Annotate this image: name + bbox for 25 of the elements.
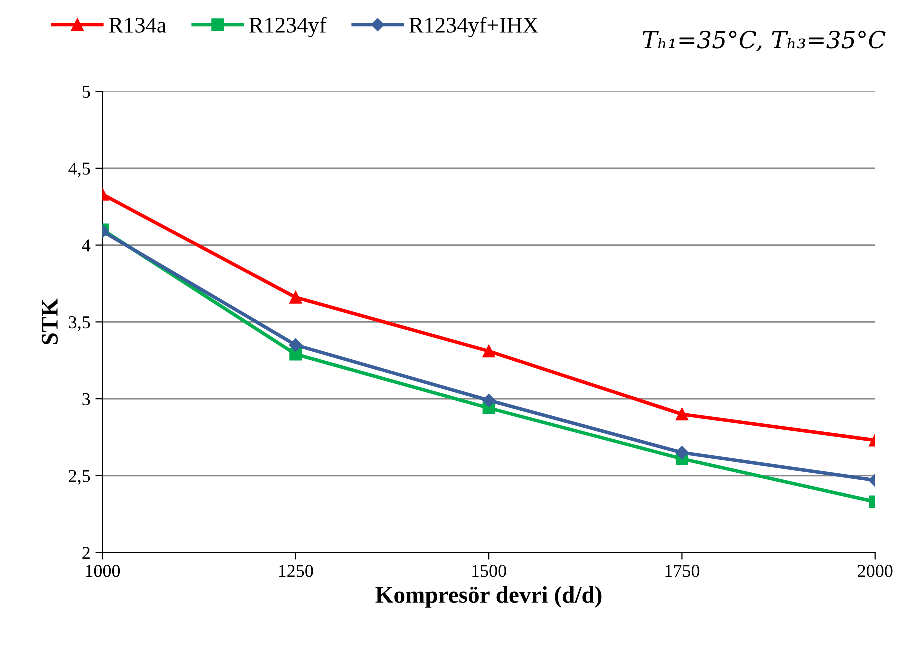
x-tick-label: 2000 [858,565,893,578]
legend-label: R1234yf+IHX [410,17,538,38]
y-tick-label: 4 [82,240,91,252]
y-tick-label: 3,5 [69,316,90,332]
point [289,338,302,352]
x-axis-title: Kompresör devri (d/d) [376,586,602,608]
text: Tₕ₁=35°C, Tₕ₃=35°C [642,30,886,52]
y-tick-label: 5 [82,86,90,98]
point [290,291,302,304]
legend-label: R134a [109,18,166,33]
point [482,345,496,358]
y-tick-label: 3 [82,393,90,406]
y-axis-title: STK [42,298,58,345]
point [482,394,496,408]
y-tick-label: 2,5 [69,470,90,485]
point [290,348,302,361]
y-tick-label: 4,5 [68,162,90,178]
x-tick-label: 1500 [472,565,506,578]
point [676,408,688,421]
x-tick-label: 1250 [279,565,314,578]
x-tick-label: 1750 [666,565,700,578]
y-tick-label: 2 [82,547,90,560]
legend-label: R1234yf [250,17,327,38]
point [676,446,689,460]
x-tick-label: 1000 [86,565,120,578]
